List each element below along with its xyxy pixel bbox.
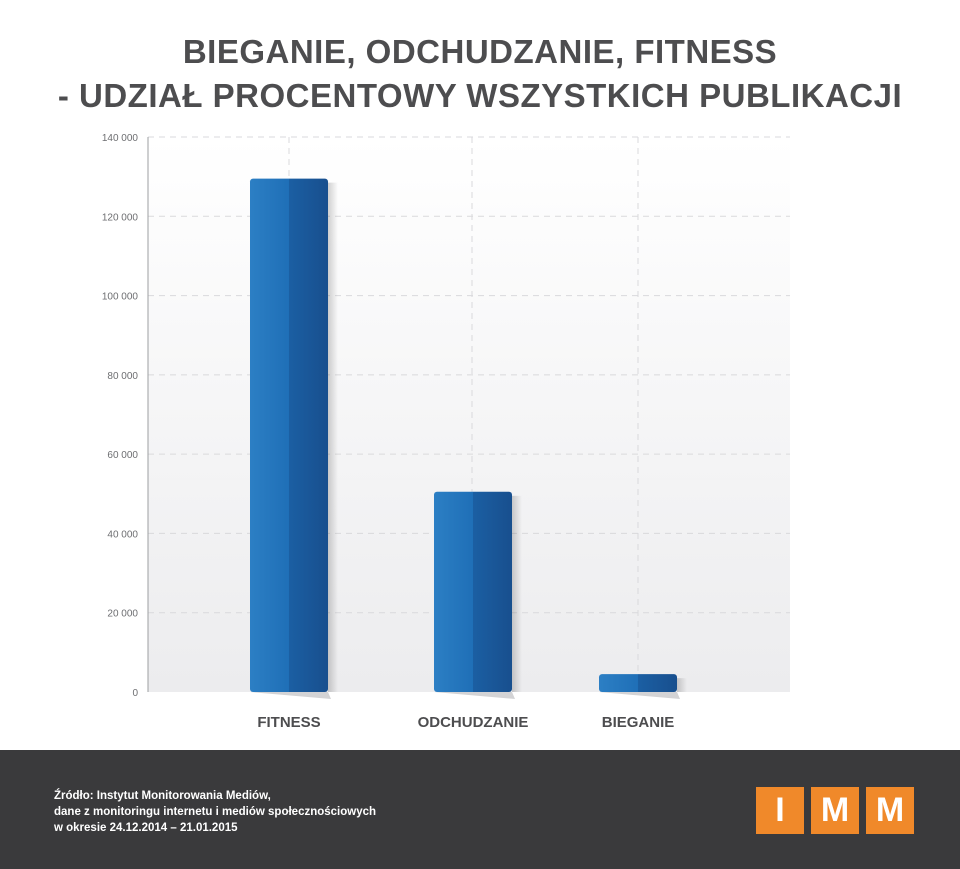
source-line-1: Źródło: Instytut Monitorowania Mediów, (54, 790, 271, 802)
y-tick-label: 80 000 (107, 371, 138, 382)
imm-logo: I M M (756, 787, 914, 834)
bar-side-shadow (677, 678, 687, 692)
bar (434, 491, 512, 692)
bar-chart: 0 20 000 40 000 60 000 80 000 100 000 120 000 1… (102, 133, 790, 731)
y-tick-label: 120 000 (102, 212, 139, 223)
bar-side-shadow (512, 495, 522, 692)
bar-shadow (250, 692, 331, 699)
bar-side-shadow (328, 182, 338, 692)
bar (250, 178, 328, 692)
y-tick-label: 0 (132, 688, 138, 699)
source-note: Źródło: Instytut Monitorowania Mediów, d… (54, 788, 376, 836)
logo-tile-m2: M (866, 787, 914, 834)
y-tick-label: 140 000 (102, 133, 139, 144)
chart-title: BIEGANIE, ODCHUDZANIE, FITNESS - UDZIAŁ … (0, 30, 960, 118)
bar-shadow (599, 692, 680, 699)
bar-shadow (434, 692, 515, 699)
x-tick-label: FITNESS (257, 714, 320, 731)
chart-title-line-2: - UDZIAŁ PROCENTOWY WSZYSTKICH PUBLIKACJ… (57, 77, 903, 114)
y-tick-label: 40 000 (107, 529, 138, 540)
logo-tile-m1: M (811, 787, 859, 834)
y-tick-label: 100 000 (102, 292, 139, 303)
y-tick-label: 20 000 (107, 609, 138, 620)
source-line-2: dane z monitoringu internetu i mediów sp… (54, 806, 377, 818)
x-tick-label: ODCHUDZANIE (418, 714, 529, 731)
logo-tile-i: I (756, 787, 804, 834)
x-tick-label: BIEGANIE (602, 714, 675, 731)
bar (599, 674, 677, 692)
y-tick-label: 60 000 (107, 450, 138, 461)
source-line-3: w okresie 24.12.2014 – 21.01.2015 (54, 822, 238, 834)
footer: Źródło: Instytut Monitorowania Mediów, d… (0, 750, 960, 869)
chart-title-line-1: BIEGANIE, ODCHUDZANIE, FITNESS (182, 33, 778, 70)
